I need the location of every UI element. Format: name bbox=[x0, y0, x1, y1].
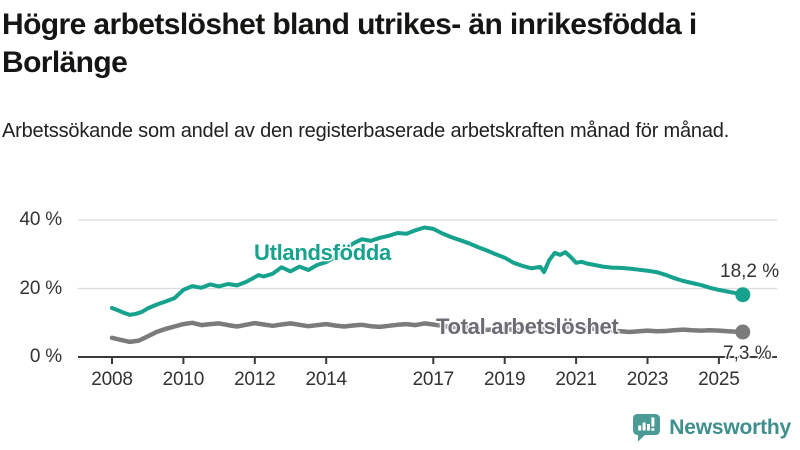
x-tick-2008: 2008 bbox=[91, 369, 133, 390]
series-end-dot-0 bbox=[735, 287, 751, 303]
y-tick-20: 20 % bbox=[19, 277, 62, 299]
end-value-total: 7,3 % bbox=[723, 343, 772, 364]
series-line-0 bbox=[110, 225, 745, 317]
x-tick-2017: 2017 bbox=[412, 369, 455, 390]
y-tick-40: 40 % bbox=[19, 209, 62, 230]
newsworthy-brand-text: Newsworthy bbox=[669, 416, 791, 439]
chart-title: Högre arbetslöshet bland utrikes- än inr… bbox=[2, 8, 697, 79]
x-tick-2014: 2014 bbox=[305, 369, 347, 390]
x-tick-2019: 2019 bbox=[483, 369, 526, 390]
bar-chart-speech-bubble-icon bbox=[633, 414, 661, 442]
x-tick-2025: 2025 bbox=[698, 369, 740, 390]
series-label-utlandsfodda: Utlandsfödda bbox=[254, 240, 391, 265]
series-line-1 bbox=[109, 320, 746, 345]
y-tick-0: 0 % bbox=[29, 346, 62, 367]
series-end-dot-1 bbox=[735, 324, 751, 340]
x-tick-2012: 2012 bbox=[234, 369, 276, 390]
x-tick-2021: 2021 bbox=[555, 369, 597, 390]
chart-subtitle: Arbetssökande som andel av den registerb… bbox=[2, 120, 730, 142]
x-tick-2010: 2010 bbox=[162, 369, 205, 390]
x-tick-2023: 2023 bbox=[626, 369, 669, 390]
series-label-total-arbetsloshet: Total arbetslöshet bbox=[436, 314, 619, 339]
end-value-utlandsfodda: 18,2 % bbox=[720, 261, 780, 282]
newsworthy-logo[interactable]: Newsworthy bbox=[631, 412, 791, 444]
